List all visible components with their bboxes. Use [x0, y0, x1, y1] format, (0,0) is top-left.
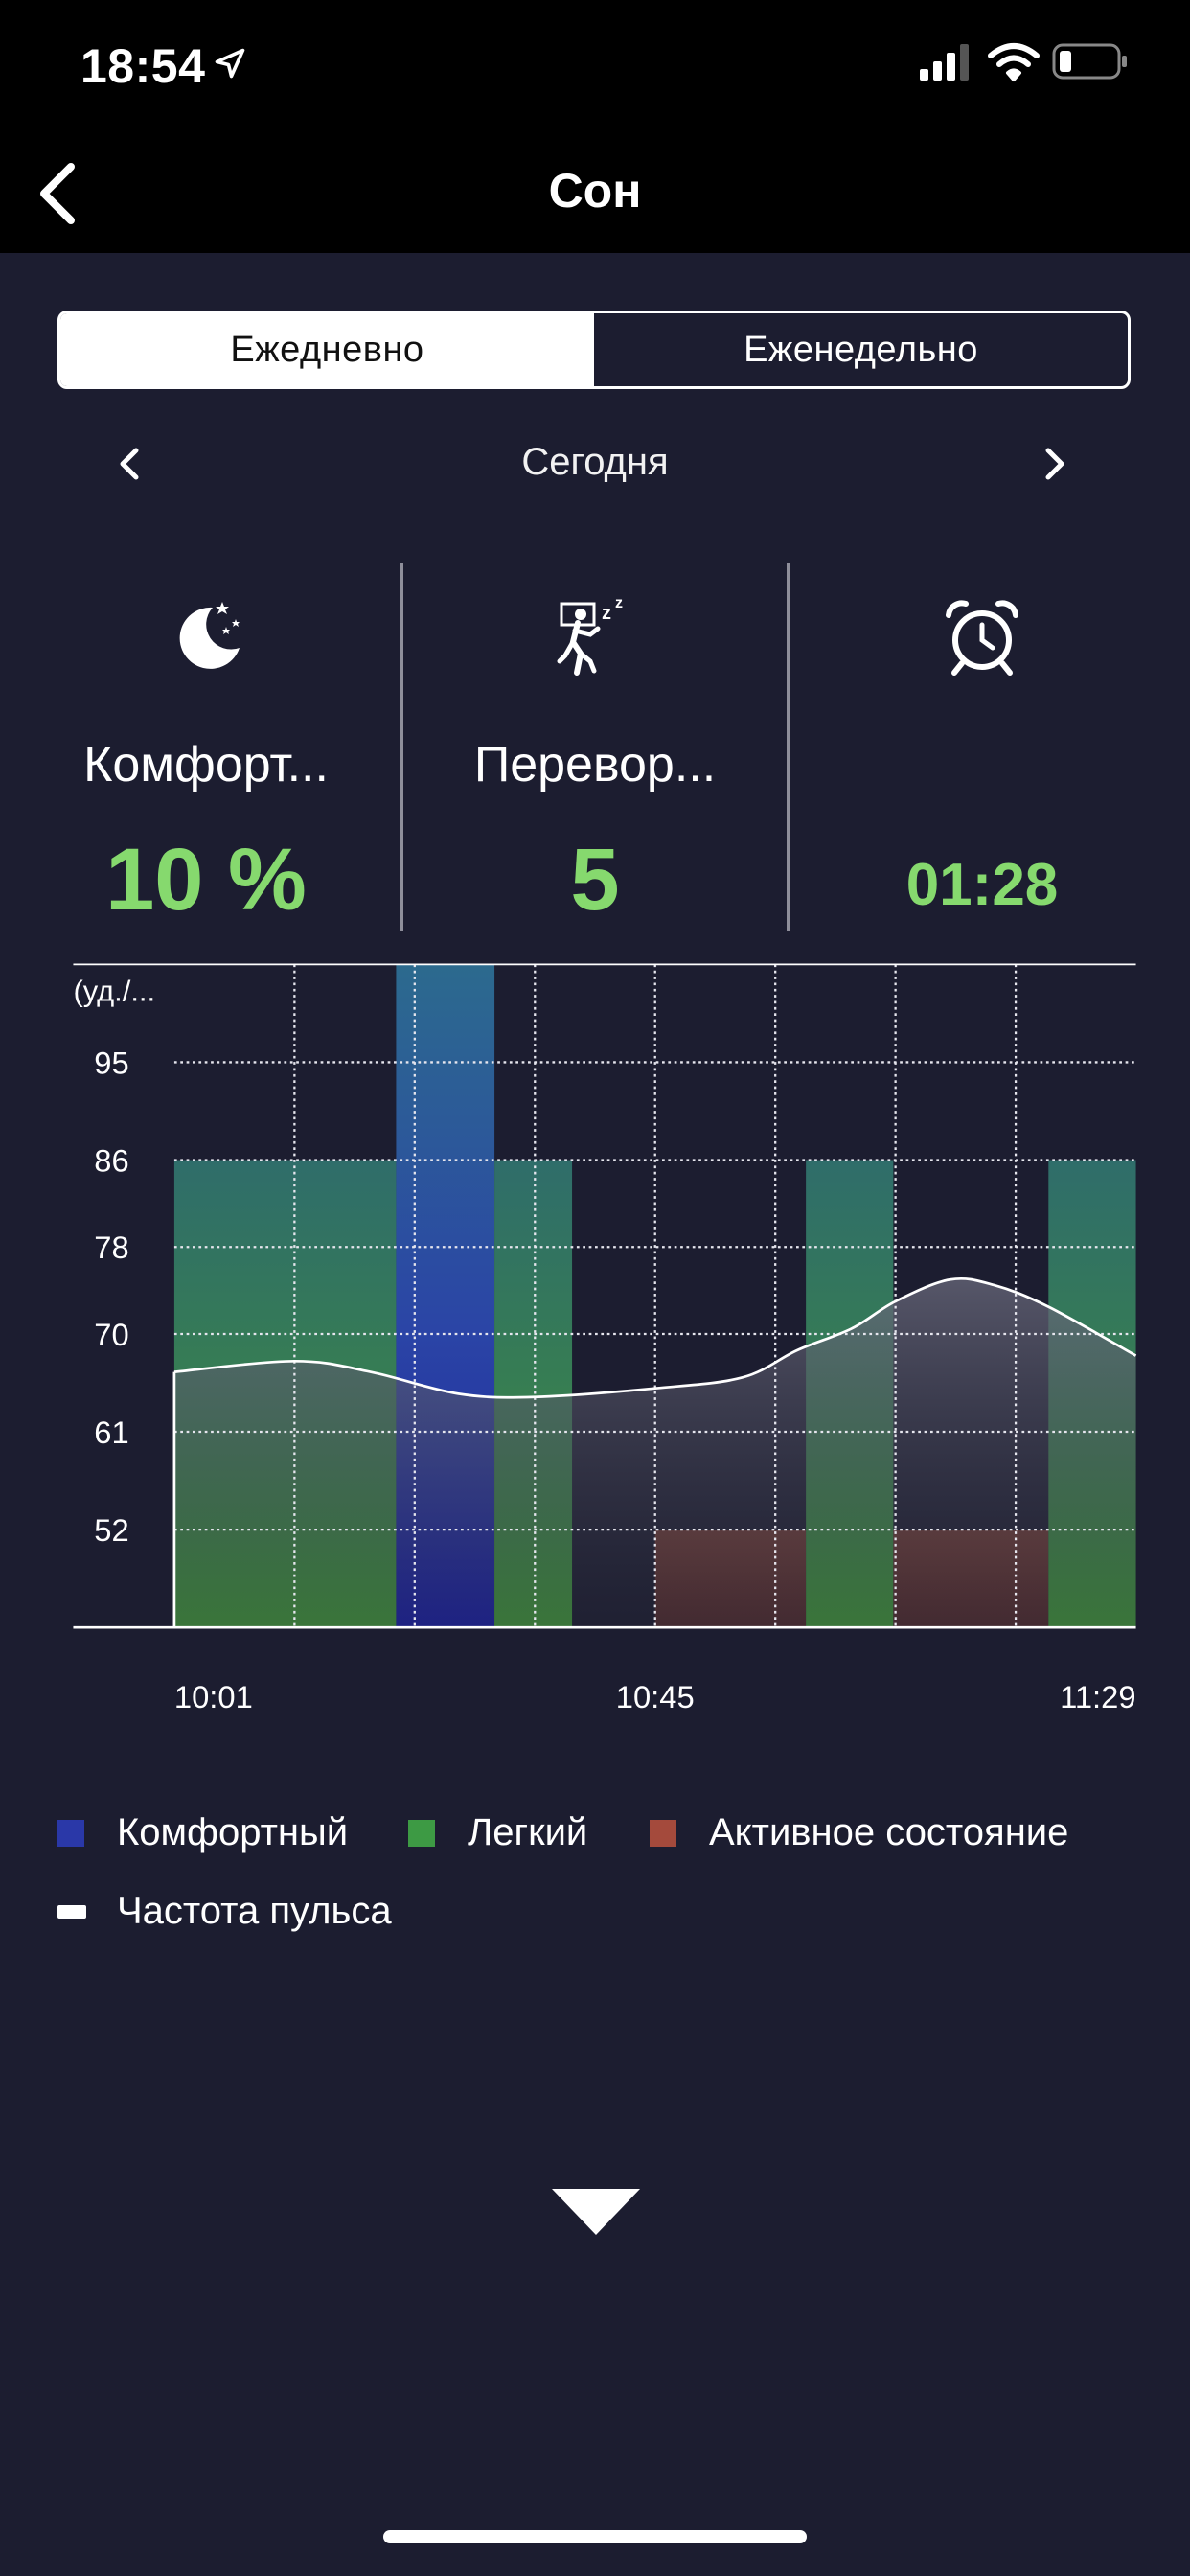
back-button[interactable] [27, 157, 94, 230]
status-time: 18:54 [80, 39, 206, 93]
y-tick-label: 95 [94, 1045, 128, 1080]
legend-swatch-comfortable [57, 1819, 84, 1847]
y-tick-label: 61 [94, 1414, 128, 1450]
stat-turns-value: 5 [570, 831, 620, 929]
wifi-icon [988, 43, 1040, 81]
tab-weekly[interactable]: Еженедельно [744, 329, 978, 370]
stat-comfort-label: Комфорт... [83, 737, 329, 793]
svg-text:z: z [602, 603, 611, 624]
legend-swatch-active [650, 1819, 676, 1847]
y-tick-label: 70 [94, 1317, 128, 1352]
y-tick-label: 78 [94, 1230, 128, 1265]
stat-comfort-value: 10 % [105, 831, 307, 929]
chevron-down-icon[interactable] [550, 2185, 642, 2239]
date-label: Сегодня [521, 441, 669, 483]
y-tick-label: 52 [94, 1512, 128, 1548]
y-tick-label: 86 [94, 1142, 128, 1178]
date-navigator: Сегодня [0, 416, 1190, 512]
alarm-clock-icon [946, 600, 1018, 676]
legend-item-active: Активное состояние [650, 1811, 1068, 1854]
legend-label-comfortable: Комфортный [117, 1811, 349, 1853]
signal-icon [920, 44, 969, 80]
page-title: Сон [548, 164, 642, 218]
heart-rate-line [173, 1276, 1137, 1399]
legend-swatch-light [408, 1819, 435, 1847]
nav-bar: Сон [0, 134, 1190, 253]
next-date-button[interactable] [1027, 437, 1081, 491]
stat-turns: z z Перевор... 5 [402, 565, 788, 930]
tab-daily[interactable]: Ежедневно [60, 313, 594, 386]
location-arrow-icon [215, 48, 245, 79]
sleep-chart: 52 61 70 78 86 95 10:01 10:45 11:29 (уд./... [73, 963, 1137, 1714]
x-tick-label: 10:45 [616, 1679, 695, 1714]
legend-item-light: Легкий [408, 1811, 587, 1854]
legend-swatch-heart-rate [57, 1904, 86, 1919]
battery-icon [1052, 43, 1127, 80]
svg-text:z: z [615, 595, 623, 611]
stat-comfort: Комфорт... 10 % [13, 565, 399, 930]
legend-item-comfortable: Комфортный [57, 1811, 348, 1854]
stat-divider [787, 564, 790, 932]
turning-over-icon: z z [557, 595, 623, 676]
y-axis-label: (уд./... [73, 975, 155, 1008]
legend-label-active: Активное состояние [709, 1811, 1069, 1853]
legend-label-heart-rate: Частота пульса [117, 1890, 392, 1932]
x-tick-label: 10:01 [174, 1679, 253, 1714]
x-tick-label: 11:29 [1060, 1679, 1135, 1714]
home-indicator [383, 2530, 807, 2543]
stat-divider [400, 564, 403, 932]
stat-duration-value: 01:28 [905, 852, 1059, 918]
period-segmented-control: Ежедневно Еженедельно [57, 310, 1131, 389]
legend-label-light: Легкий [468, 1811, 588, 1853]
stat-turns-label: Перевор... [473, 737, 717, 793]
stat-duration: 01:28 [790, 565, 1175, 930]
status-bar: 18:54 [0, 0, 1190, 134]
previous-date-button[interactable] [103, 437, 157, 491]
legend-item-heart-rate: Частота пульса [57, 1890, 392, 1933]
moon-stars-icon [179, 602, 240, 669]
